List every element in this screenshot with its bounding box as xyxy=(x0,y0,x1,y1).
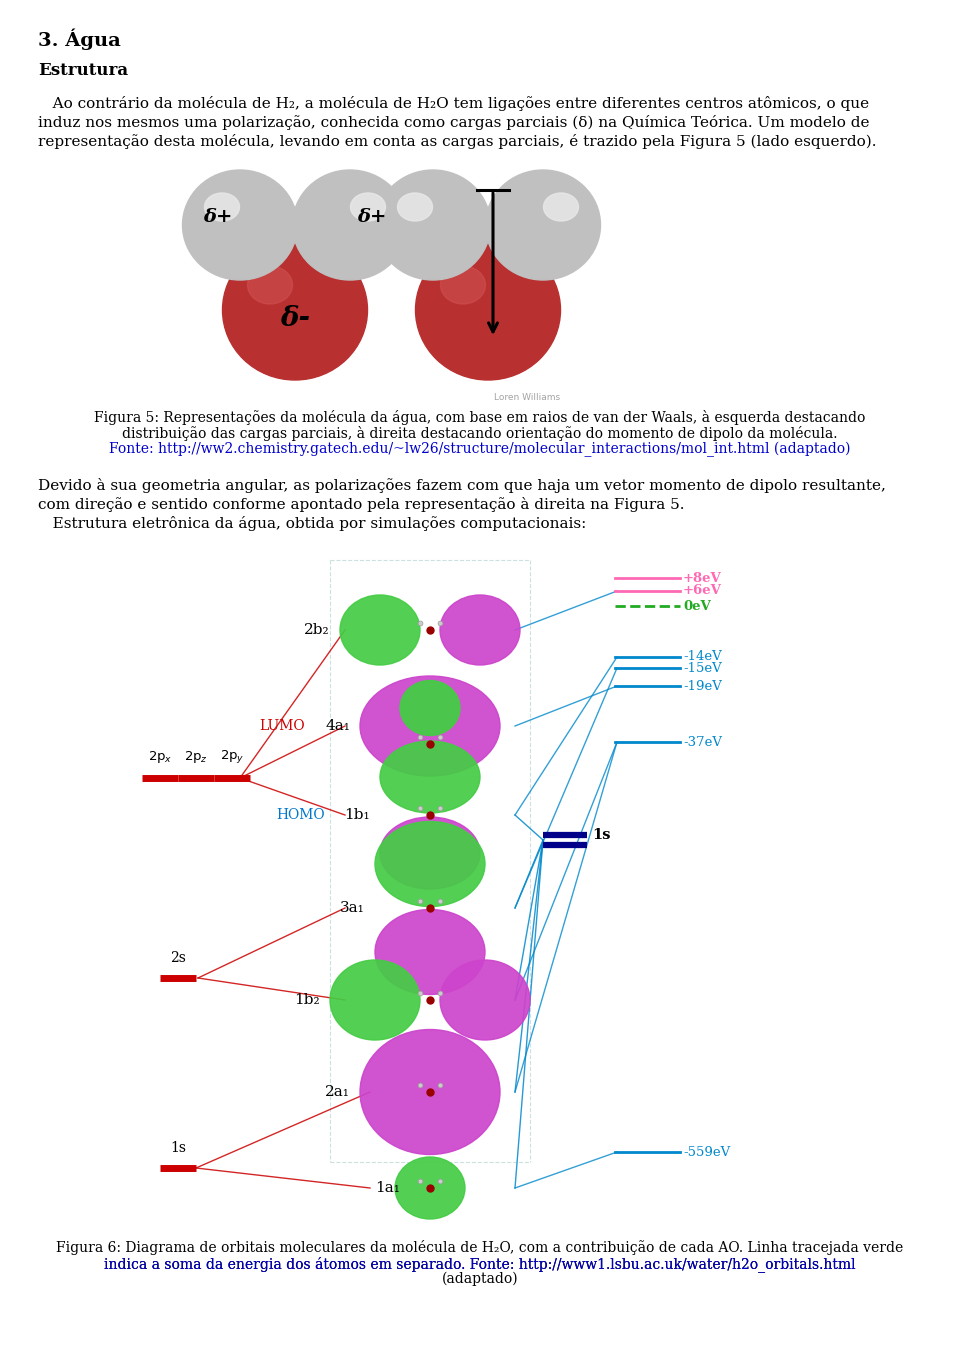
Text: 1a₁: 1a₁ xyxy=(375,1181,400,1194)
Ellipse shape xyxy=(360,676,500,776)
Text: δ-: δ- xyxy=(280,305,310,331)
Text: 1s: 1s xyxy=(592,828,611,842)
Text: 2p$_x$: 2p$_x$ xyxy=(148,749,172,765)
Ellipse shape xyxy=(248,266,293,304)
Ellipse shape xyxy=(440,595,520,665)
Text: 2p$_y$: 2p$_y$ xyxy=(220,748,244,765)
Text: +6eV: +6eV xyxy=(683,584,722,598)
Text: 1b₂: 1b₂ xyxy=(295,993,320,1007)
Text: (adaptado): (adaptado) xyxy=(442,1272,518,1286)
Ellipse shape xyxy=(486,170,601,281)
Text: Figura 6: Diagrama de orbitais moleculares da molécula de H₂O, com a contribuiçã: Figura 6: Diagrama de orbitais molecular… xyxy=(57,1239,903,1254)
Text: Ao contrário da molécula de H₂, a molécula de H₂O tem ligações entre diferentes : Ao contrário da molécula de H₂, a molécu… xyxy=(38,95,869,110)
Text: Estrutura eletrônica da água, obtida por simulações computacionais:: Estrutura eletrônica da água, obtida por… xyxy=(38,516,587,531)
Text: Estrutura: Estrutura xyxy=(38,63,128,79)
Text: -14eV: -14eV xyxy=(683,651,722,663)
Text: 2b₂: 2b₂ xyxy=(304,622,330,637)
Text: 4a₁: 4a₁ xyxy=(325,719,350,733)
Ellipse shape xyxy=(416,240,561,380)
Text: com direção e sentido conforme apontado pela representação à direita na Figura 5: com direção e sentido conforme apontado … xyxy=(38,497,684,512)
Ellipse shape xyxy=(375,170,491,281)
Ellipse shape xyxy=(340,595,420,665)
Text: indica a soma da energia dos átomos em separado. Fonte: http://www1.lsbu.ac.uk/w: indica a soma da energia dos átomos em s… xyxy=(105,1256,855,1272)
Ellipse shape xyxy=(375,821,485,907)
Text: HOMO: HOMO xyxy=(276,808,325,823)
Ellipse shape xyxy=(440,960,530,1041)
Text: Fonte: http://ww2.chemistry.gatech.edu/~lw26/structure/molecular_interactions/mo: Fonte: http://ww2.chemistry.gatech.edu/~… xyxy=(109,443,851,458)
Text: Loren Williams: Loren Williams xyxy=(493,394,560,402)
Ellipse shape xyxy=(204,193,239,221)
Ellipse shape xyxy=(543,193,579,221)
Text: -37eV: -37eV xyxy=(683,735,722,749)
Ellipse shape xyxy=(182,170,298,281)
Text: 3. Água: 3. Água xyxy=(38,29,121,49)
Ellipse shape xyxy=(350,193,386,221)
Text: distribuição das cargas parciais, à direita destacando orientação do momento de : distribuição das cargas parciais, à dire… xyxy=(122,426,838,441)
Ellipse shape xyxy=(330,960,420,1041)
Text: -15eV: -15eV xyxy=(683,662,722,674)
Ellipse shape xyxy=(400,681,460,735)
Text: 3a₁: 3a₁ xyxy=(340,902,365,915)
Text: 0eV: 0eV xyxy=(683,599,710,613)
Text: induz nos mesmos uma polarização, conhecida como cargas parciais (δ) na Química : induz nos mesmos uma polarização, conhec… xyxy=(38,114,870,129)
Text: 2p$_z$: 2p$_z$ xyxy=(184,749,208,765)
Text: δ+: δ+ xyxy=(357,208,387,226)
Ellipse shape xyxy=(395,1156,465,1219)
Text: 2a₁: 2a₁ xyxy=(325,1086,350,1099)
Ellipse shape xyxy=(380,741,480,813)
Text: Figura 5: Representações da molécula da água, com base em raios de van der Waals: Figura 5: Representações da molécula da … xyxy=(94,410,866,425)
Text: -559eV: -559eV xyxy=(683,1145,731,1159)
Text: Devido à sua geometria angular, as polarizações fazem com que haja um vetor mome: Devido à sua geometria angular, as polar… xyxy=(38,478,886,493)
Text: δ+: δ+ xyxy=(204,208,232,226)
Text: 2s: 2s xyxy=(170,951,186,966)
Text: 1b₁: 1b₁ xyxy=(345,808,370,823)
Ellipse shape xyxy=(360,1030,500,1155)
Text: 1s: 1s xyxy=(170,1141,186,1155)
Text: LUMO: LUMO xyxy=(259,719,305,733)
Text: indica a soma da energia dos átomos em separado. Fonte: http://www1.lsbu.ac.uk/w: indica a soma da energia dos átomos em s… xyxy=(105,1256,855,1272)
Ellipse shape xyxy=(441,266,486,304)
Text: representação desta molécula, levando em conta as cargas parciais, é trazido pel: representação desta molécula, levando em… xyxy=(38,133,876,148)
Ellipse shape xyxy=(375,910,485,994)
Ellipse shape xyxy=(380,817,480,889)
Text: +8eV: +8eV xyxy=(683,572,722,584)
Ellipse shape xyxy=(293,170,407,281)
Ellipse shape xyxy=(223,240,368,380)
Ellipse shape xyxy=(397,193,433,221)
Text: -19eV: -19eV xyxy=(683,680,722,692)
